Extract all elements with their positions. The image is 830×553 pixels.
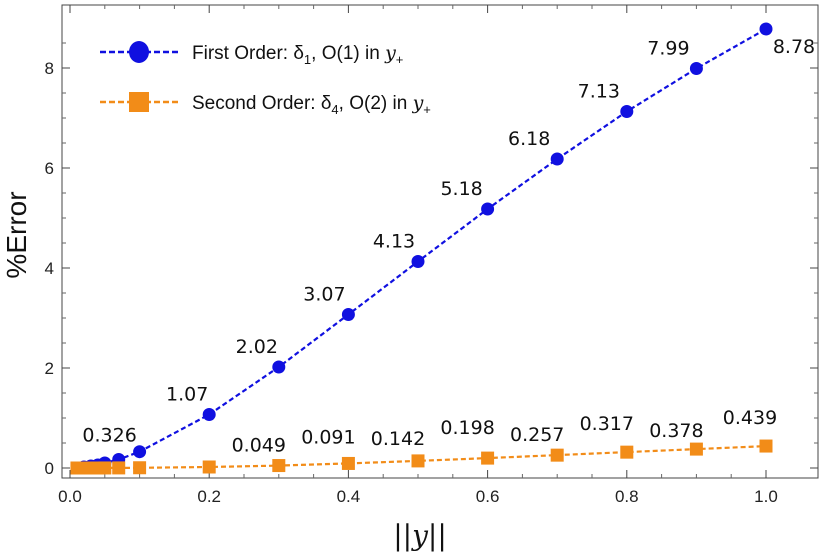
legend-label: Second Order: δ4, O(2) in y+ <box>192 92 431 117</box>
data-point <box>341 308 355 321</box>
data-point <box>550 152 564 166</box>
data-label: 0.198 <box>440 417 494 439</box>
data-point <box>202 460 216 474</box>
data-labels: 0.326 1.07 2.02 3.07 4.13 5.18 6.18 7.13 7.99 8.7… <box>82 36 815 457</box>
x-tick-label: 1.0 <box>754 487 778 506</box>
data-point <box>481 202 495 216</box>
data-label: 0.326 <box>82 425 136 447</box>
data-label: 0.142 <box>371 428 425 450</box>
plot-frame <box>61 4 819 479</box>
y-tick-label: 0 <box>45 459 54 478</box>
legend-marker <box>129 41 149 63</box>
y-tick-label: 2 <box>45 359 54 378</box>
data-point <box>411 255 425 268</box>
y-tick-label: 8 <box>45 59 54 78</box>
data-label: 0.091 <box>301 426 355 448</box>
x-tick-label: 0.2 <box>197 487 221 506</box>
axes: 0.0 0.2 0.4 0.6 0.8 1.0 0 2 4 6 8 <box>45 4 819 506</box>
legend-marker <box>129 92 149 112</box>
data-point <box>689 442 703 456</box>
x-tick-label: 0.8 <box>615 487 639 506</box>
x-axis-label: ||y|| <box>393 519 447 552</box>
series-layer <box>70 22 773 475</box>
data-label: 3.07 <box>303 284 345 306</box>
data-point <box>620 445 634 459</box>
x-tick-label: 0.0 <box>58 487 82 506</box>
data-point <box>341 456 355 470</box>
legend-entry-1: First Order: δ1, O(1) in y+ <box>100 41 403 67</box>
y-tick-label: 4 <box>45 259 54 278</box>
data-point <box>620 105 634 118</box>
data-point <box>759 439 773 453</box>
series-2 <box>70 439 773 475</box>
data-point <box>98 461 112 475</box>
data-point <box>272 459 286 473</box>
y-axis-label: %Error <box>1 191 32 278</box>
data-point <box>759 22 773 36</box>
y-tick-label: 6 <box>45 159 54 178</box>
data-label: 2.02 <box>236 336 278 358</box>
data-label: 0.049 <box>232 435 286 457</box>
data-point <box>689 62 703 75</box>
data-label: 5.18 <box>440 178 482 200</box>
data-point <box>411 454 425 468</box>
data-point <box>202 408 216 421</box>
x-tick-label: 0.6 <box>476 487 500 506</box>
legend-entry-2: Second Order: δ4, O(2) in y+ <box>100 92 431 117</box>
data-label: 8.78 <box>773 36 815 58</box>
legend-label: First Order: δ1, O(1) in y+ <box>192 42 403 67</box>
data-point <box>550 448 564 462</box>
data-label: 7.99 <box>647 38 689 60</box>
data-label: 0.257 <box>510 424 564 446</box>
data-label: 4.13 <box>373 231 415 253</box>
data-label: 1.07 <box>166 384 208 406</box>
data-label: 0.317 <box>580 413 634 435</box>
data-point <box>133 445 147 459</box>
x-tick-label: 0.4 <box>337 487 361 506</box>
data-point <box>133 461 147 475</box>
data-label: 7.13 <box>578 81 620 103</box>
data-label: 0.378 <box>649 420 703 442</box>
data-point <box>481 451 495 465</box>
data-label: 6.18 <box>508 128 550 150</box>
data-point <box>112 461 126 475</box>
legend: First Order: δ1, O(1) in y+ Second Order:… <box>100 41 431 117</box>
series-1 <box>70 22 773 475</box>
data-point <box>272 360 286 374</box>
data-label: 0.439 <box>723 407 777 429</box>
